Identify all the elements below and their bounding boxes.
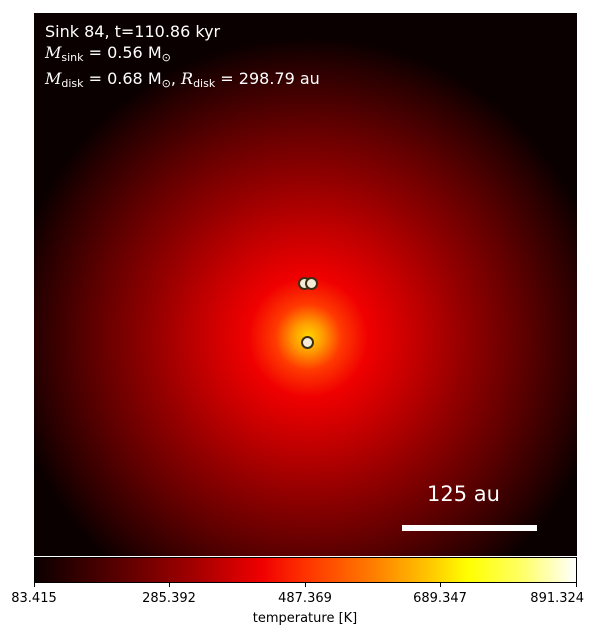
sink-particle	[305, 277, 318, 290]
colorbar-tick-label: 689.347	[413, 591, 467, 606]
sink-title: Sink 84, t=110.86 kyr	[45, 22, 221, 41]
temperature-map: Sink 84, t=110.86 kyr Msink = 0.56 M⊙ Md…	[34, 13, 577, 556]
scale-bar	[402, 525, 537, 531]
colorbar-tick-label: 285.392	[142, 591, 196, 606]
colorbar-tick	[169, 583, 170, 587]
colorbar-label: temperature [K]	[252, 611, 358, 626]
sink-mass: Msink = 0.56 M⊙	[45, 43, 171, 64]
sink-particle	[301, 336, 314, 349]
colorbar-tick	[576, 583, 577, 587]
scale-bar-label: 125 au	[427, 482, 500, 506]
colorbar-tick-label: 487.369	[278, 591, 332, 606]
colorbar-tick-label: 83.415	[11, 591, 57, 606]
sink-info: Sink 84, t=110.86 kyr Msink = 0.56 M⊙ Md…	[45, 21, 320, 94]
colorbar-tick	[34, 583, 35, 587]
colorbar-tick	[305, 583, 306, 587]
disk-properties: Mdisk = 0.68 M⊙, Rdisk = 298.79 au	[45, 69, 320, 90]
colorbar	[34, 557, 577, 583]
colorbar-tick-label: 891.324	[530, 591, 585, 606]
colorbar-tick	[440, 583, 441, 587]
